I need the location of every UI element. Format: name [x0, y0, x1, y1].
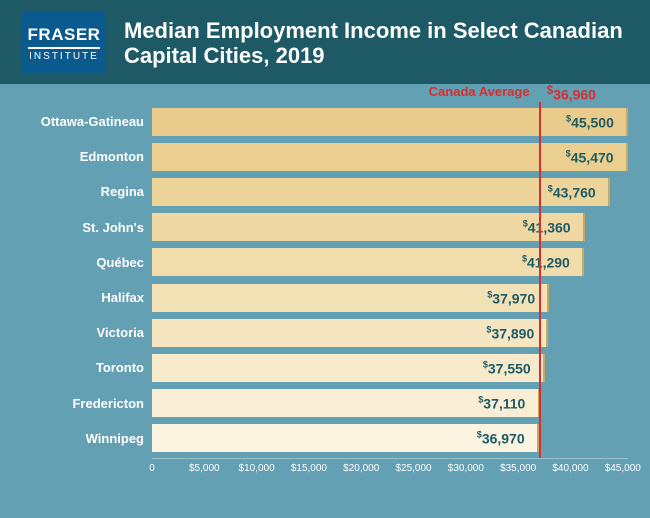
bar-label: Halifax	[22, 290, 152, 305]
bar	[152, 178, 610, 206]
x-tick: $15,000	[291, 463, 327, 474]
x-axis: 0 $5,000 $10,000 $15,000 $20,000 $25,000 $30,0…	[152, 458, 628, 480]
bar-track: $41,290	[152, 248, 628, 276]
canada-average-label: Canada Average	[429, 84, 530, 99]
x-tick: $30,000	[448, 463, 484, 474]
bar	[152, 143, 628, 171]
bar-label: Victoria	[22, 325, 152, 340]
header: FRASER INSTITUTE Median Employment Incom…	[0, 0, 650, 84]
bar-track: $45,500	[152, 108, 628, 136]
x-tick: $10,000	[239, 463, 275, 474]
bar	[152, 108, 628, 136]
bar-label: Ottawa-Gatineau	[22, 114, 152, 129]
x-tick: $20,000	[343, 463, 379, 474]
bars-container: Ottawa-Gatineau $45,500 Edmonton $45,470 Reg…	[22, 104, 628, 456]
bar-label: Fredericton	[22, 396, 152, 411]
figure-root: FRASER INSTITUTE Median Employment Incom…	[0, 0, 650, 518]
canada-average-line	[539, 102, 541, 458]
chart-title: Median Employment Income in Select Canad…	[124, 18, 628, 69]
bar-row: Fredericton $37,110	[22, 388, 628, 418]
bar-label: St. John's	[22, 220, 152, 235]
x-tick: $45,000	[605, 463, 641, 474]
bar-value: $37,110	[478, 395, 525, 412]
logo-text-top: FRASER	[28, 25, 101, 49]
bar-track: $43,760	[152, 178, 628, 206]
bar-row: Victoria $37,890	[22, 318, 628, 348]
x-tick: $40,000	[552, 463, 588, 474]
x-tick: $35,000	[500, 463, 536, 474]
bar-value: $37,550	[483, 360, 531, 377]
fraser-logo: FRASER INSTITUTE	[22, 12, 106, 74]
bar-track: $41,360	[152, 213, 628, 241]
bar-value: $41,290	[522, 254, 570, 271]
logo-text-bottom: INSTITUTE	[29, 51, 99, 62]
bar-track: $37,970	[152, 284, 628, 312]
bar-row: St. John's $41,360	[22, 212, 628, 242]
bar-value: $45,470	[566, 148, 614, 165]
bar-row: Regina $43,760	[22, 177, 628, 207]
bar-value: $45,500	[566, 113, 614, 130]
bar-label: Regina	[22, 184, 152, 199]
bar-value: $36,970	[477, 430, 525, 447]
bar-value: $43,760	[548, 184, 596, 201]
bar-value: $41,360	[523, 219, 571, 236]
bar-row: Québec $41,290	[22, 247, 628, 277]
bar	[152, 213, 585, 241]
bar-row: Halifax $37,970	[22, 283, 628, 313]
chart-area: Ottawa-Gatineau $45,500 Edmonton $45,470 Reg…	[22, 84, 628, 480]
bar-track: $37,110	[152, 389, 628, 417]
bar-value: $37,970	[487, 289, 535, 306]
bar-row: Edmonton $45,470	[22, 142, 628, 172]
canada-average-value: $36,960	[547, 84, 596, 103]
x-tick: 0	[149, 463, 155, 474]
x-tick: $25,000	[395, 463, 431, 474]
bar-track: $37,890	[152, 319, 628, 347]
bar-track: $36,970	[152, 424, 628, 452]
bar-label: Toronto	[22, 360, 152, 375]
bar-label: Edmonton	[22, 149, 152, 164]
bar-value: $37,890	[486, 324, 534, 341]
bar	[152, 248, 584, 276]
bar-row: Winnipeg $36,970	[22, 423, 628, 453]
x-tick: $5,000	[189, 463, 220, 474]
bar-row: Ottawa-Gatineau $45,500	[22, 107, 628, 137]
bar-track: $37,550	[152, 354, 628, 382]
bar-label: Winnipeg	[22, 431, 152, 446]
bar-row: Toronto $37,550	[22, 353, 628, 383]
bar-track: $45,470	[152, 143, 628, 171]
bar-label: Québec	[22, 255, 152, 270]
